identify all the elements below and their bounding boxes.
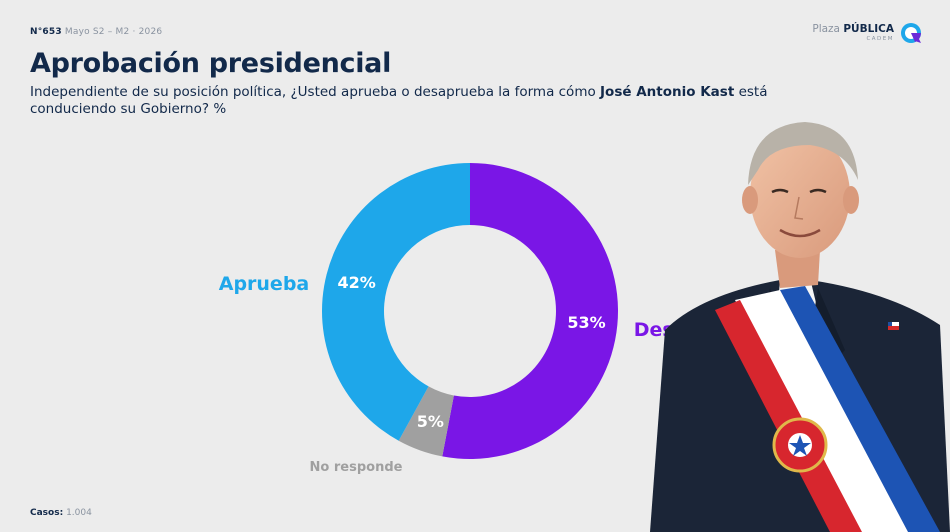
category-label-aprueba: Aprueba <box>219 273 310 295</box>
issue-number: N°653 <box>30 27 62 37</box>
value-label-no-responde: 5% <box>417 412 444 431</box>
issue-date: Mayo S2 – M2 · 2026 <box>64 27 163 37</box>
brand-speech-bubble-icon <box>901 23 921 43</box>
question-text: Independiente de su posición política, ¿… <box>30 84 768 117</box>
donut-slice-desaprueba <box>442 163 618 459</box>
brand-logo-block: Plaza PÚBLICA CADEM <box>812 22 922 44</box>
cases-count: Casos: 1.004 <box>30 508 92 518</box>
value-label-desaprueba: 53% <box>567 313 605 332</box>
president-name: José Antonio Kast <box>600 84 735 100</box>
brand-name: Plaza PÚBLICA <box>812 23 894 35</box>
face <box>750 132 850 258</box>
donut-slice-aprueba <box>322 163 470 441</box>
brand-sub: CADEM <box>866 35 894 42</box>
page-title: Aprobación presidencial <box>30 48 392 79</box>
donut-slice-no-responde <box>398 386 454 457</box>
presidential-sash <box>735 290 910 532</box>
category-label-no-responde: No responde <box>310 460 403 475</box>
value-label-aprueba: 42% <box>338 273 376 292</box>
issue-meta: N°653 Mayo S2 – M2 · 2026 <box>30 27 162 37</box>
president-photo <box>650 122 950 532</box>
